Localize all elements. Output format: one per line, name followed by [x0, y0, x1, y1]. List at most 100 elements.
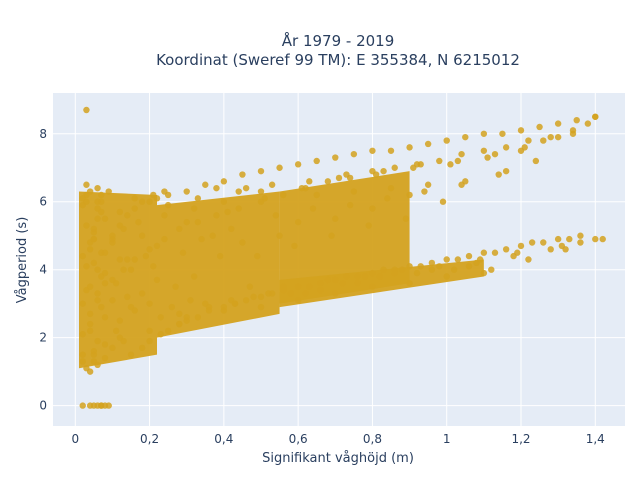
- scatter-point: [406, 280, 413, 287]
- scatter-point: [190, 205, 198, 212]
- scatter-point: [90, 351, 98, 358]
- scatter-point: [391, 164, 398, 171]
- scatter-point: [124, 293, 131, 301]
- x-tick-label: 1,4: [586, 432, 605, 446]
- scatter-point: [346, 174, 354, 182]
- dense-point-band: [79, 191, 157, 369]
- scatter-point: [354, 280, 361, 287]
- scatter-point: [491, 249, 499, 256]
- scatter-point: [268, 181, 276, 188]
- scatter-point: [280, 286, 287, 294]
- scatter-point: [291, 242, 298, 250]
- scatter-point: [228, 225, 235, 233]
- scatter-point: [98, 198, 105, 205]
- scatter-point: [324, 178, 332, 185]
- x-tick-label: 0,6: [289, 432, 308, 446]
- scatter-point: [90, 235, 98, 243]
- scatter-point: [94, 215, 101, 222]
- scatter-point: [584, 120, 592, 127]
- scatter-point: [306, 283, 313, 290]
- scatter-point: [365, 222, 372, 229]
- scatter-point: [135, 218, 142, 226]
- scatter-point: [502, 246, 510, 253]
- scatter-point: [495, 171, 502, 178]
- scatter-point: [213, 184, 220, 192]
- scatter-point: [599, 235, 606, 243]
- scatter-point: [138, 198, 146, 205]
- scatter-point: [343, 273, 350, 280]
- scatter-point: [194, 314, 202, 321]
- scatter-point: [250, 293, 257, 301]
- scatter-point: [86, 246, 94, 253]
- scatter-point: [176, 225, 183, 233]
- scatter-point: [532, 157, 540, 165]
- scatter-point: [86, 327, 94, 335]
- scatter-point: [380, 266, 387, 273]
- scatter-point: [547, 133, 554, 141]
- scatter-point: [94, 266, 101, 273]
- x-tick-label: 0: [71, 432, 79, 446]
- scatter-point: [569, 130, 577, 137]
- scatter-point: [369, 167, 376, 175]
- scatter-point: [332, 290, 339, 297]
- scatter-point: [220, 198, 228, 205]
- scatter-point: [127, 351, 135, 358]
- scatter-point: [547, 246, 554, 253]
- scatter-point: [406, 263, 413, 270]
- scatter-point: [246, 283, 254, 290]
- scatter-point: [421, 188, 428, 195]
- scatter-point: [79, 252, 86, 260]
- scatter-point: [369, 283, 376, 290]
- scatter-point: [213, 212, 220, 219]
- scatter-point: [116, 208, 124, 216]
- scatter-point: [525, 137, 532, 144]
- scatter-point: [369, 269, 376, 277]
- scatter-point: [109, 344, 116, 352]
- scatter-point: [86, 283, 94, 290]
- scatter-point: [146, 337, 153, 345]
- scatter-point: [86, 188, 94, 195]
- scatter-point: [294, 218, 302, 226]
- scatter-point: [502, 144, 510, 151]
- scatter-point: [276, 164, 283, 171]
- scatter-point: [86, 320, 94, 328]
- scatter-point: [183, 218, 190, 226]
- scatter-point: [332, 154, 339, 161]
- scatter-point: [306, 178, 313, 185]
- scatter-point: [592, 235, 599, 243]
- scatter-point: [116, 334, 124, 341]
- scatter-point: [83, 106, 90, 114]
- scatter-point: [447, 161, 454, 168]
- scatter-point: [116, 222, 124, 229]
- scatter-point: [254, 252, 261, 260]
- scatter-point: [369, 147, 376, 154]
- scatter-point: [514, 249, 521, 256]
- scatter-point: [268, 290, 276, 297]
- scatter-point: [276, 232, 283, 239]
- x-tick-label: 0,8: [363, 432, 382, 446]
- scatter-point: [257, 188, 265, 195]
- scatter-point: [161, 212, 168, 219]
- scatter-point: [138, 344, 146, 352]
- x-tick-labels: 0 0,2 0,4 0,6 0,8 1 1,2 1,4: [71, 432, 604, 446]
- y-tick-label: 2: [39, 331, 47, 345]
- scatter-point: [101, 341, 109, 348]
- scatter-point: [528, 239, 536, 246]
- scatter-point: [462, 133, 469, 141]
- scatter-point: [138, 232, 146, 239]
- x-tick-label: 0,2: [140, 432, 159, 446]
- scatter-point: [302, 290, 309, 297]
- scatter-point: [384, 195, 391, 202]
- scatter-point: [83, 181, 90, 188]
- scatter-point: [194, 195, 202, 202]
- y-axis-label: Vågperiod (s): [15, 217, 30, 304]
- scatter-point: [287, 290, 294, 297]
- y-tick-label: 0: [39, 399, 47, 413]
- scatter-point: [402, 215, 410, 222]
- scatter-point: [424, 140, 432, 148]
- scatter-point: [480, 147, 488, 154]
- scatter-point: [220, 178, 228, 185]
- scatter-point: [443, 273, 450, 280]
- scatter-point: [328, 232, 335, 239]
